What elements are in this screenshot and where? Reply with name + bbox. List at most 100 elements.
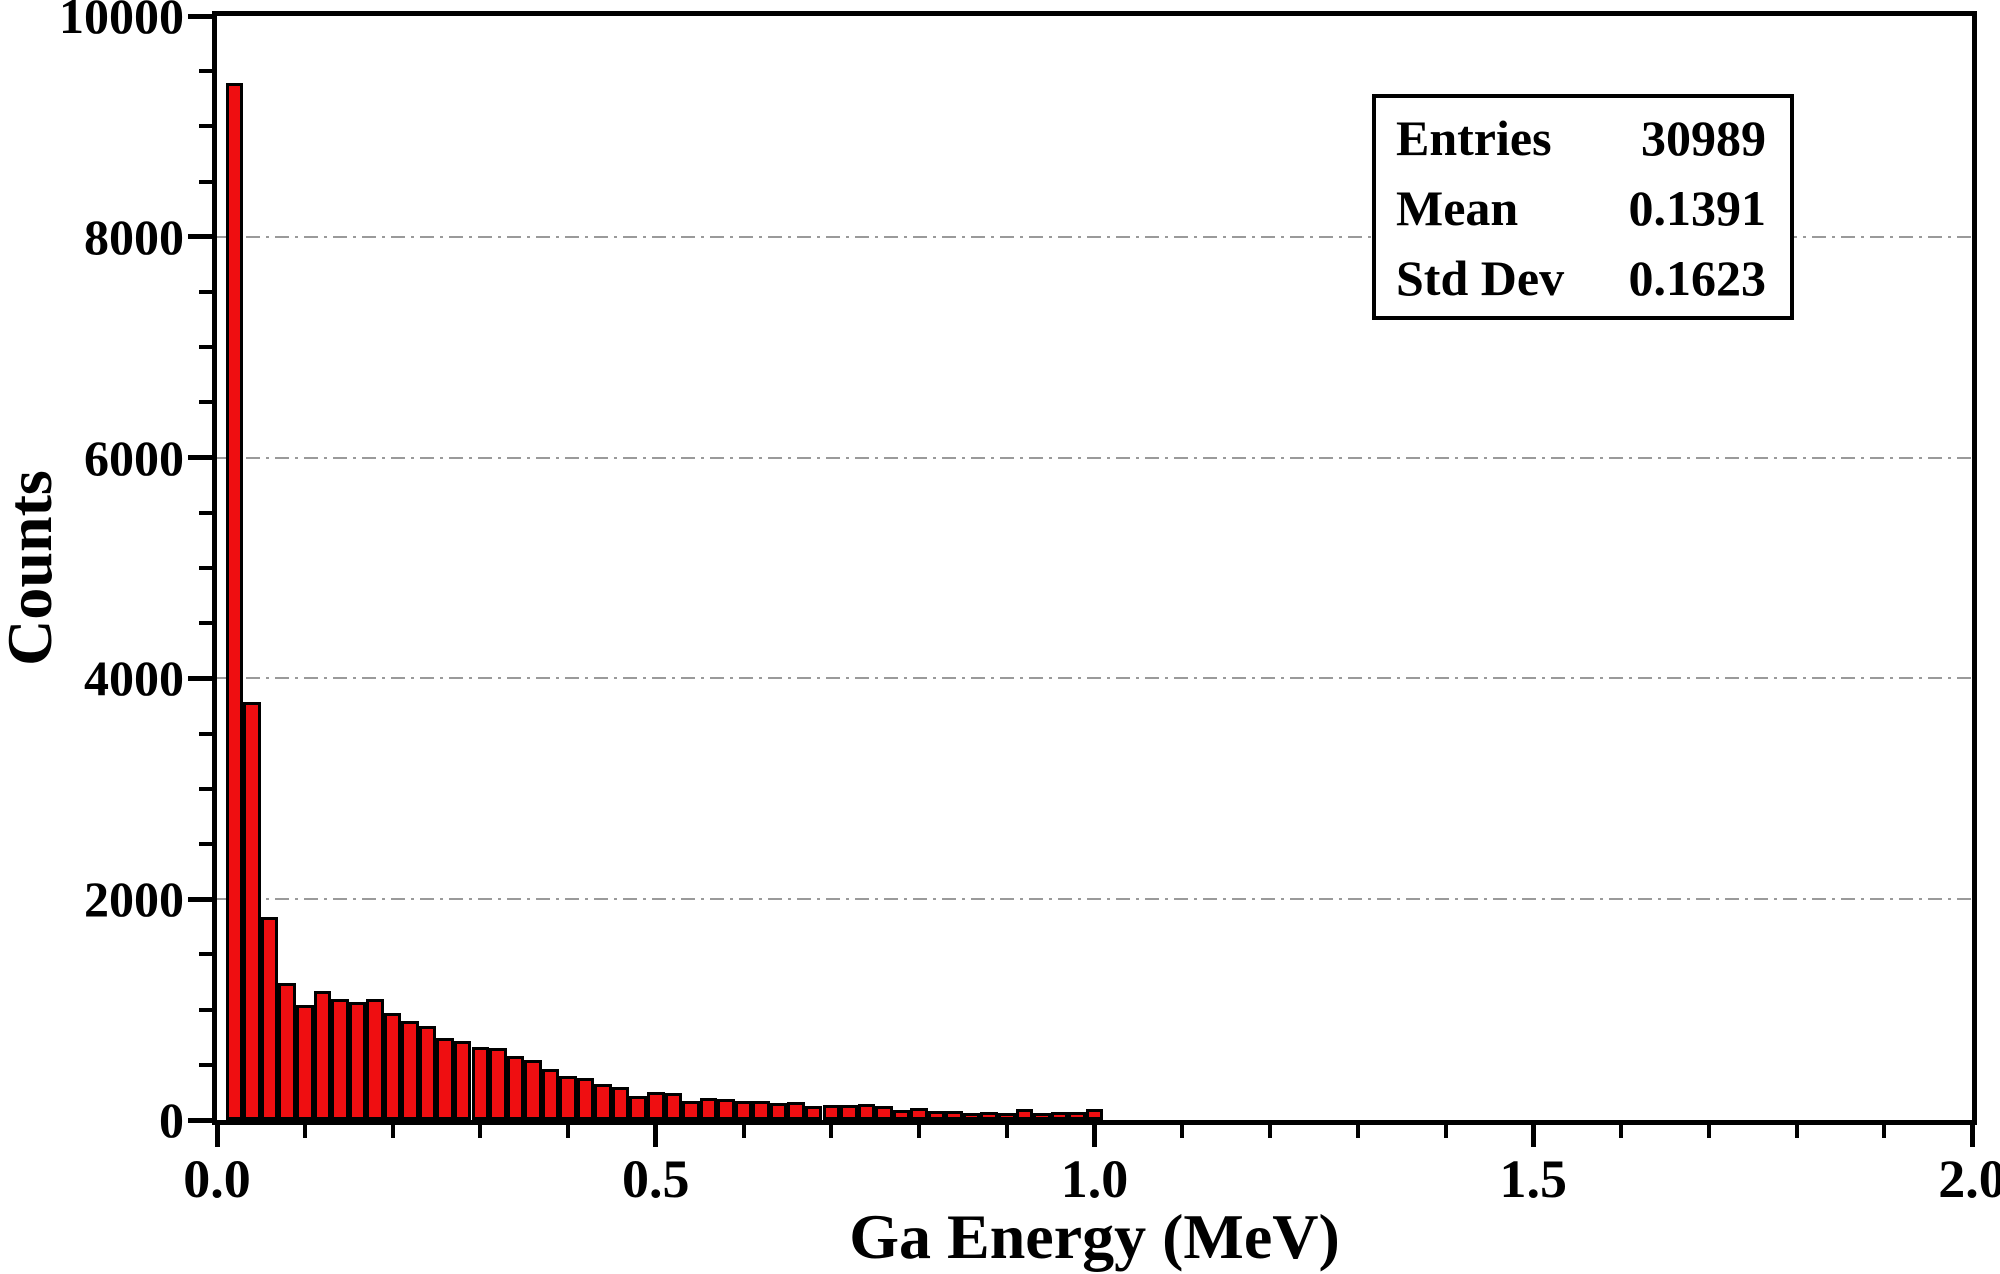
histogram-bar [506, 1056, 525, 1120]
histogram-bar [1015, 1109, 1034, 1120]
x-minor-tick [1180, 1125, 1185, 1138]
y-axis-title: Counts [0, 470, 65, 666]
histogram-bar [348, 1001, 367, 1120]
x-minor-tick [1706, 1125, 1711, 1138]
y-tick-label: 2000 [84, 871, 184, 928]
stats-label: Std Dev [1396, 250, 1565, 306]
y-minor-tick [199, 400, 212, 405]
x-minor-tick [1268, 1125, 1272, 1138]
x-major-tick [653, 1125, 659, 1147]
y-major-tick [188, 234, 212, 240]
y-major-tick [188, 455, 212, 461]
y-minor-tick [199, 345, 212, 350]
histogram-bar [1033, 1113, 1051, 1120]
y-tick-label: 0 [159, 1092, 184, 1148]
histogram-bar [366, 998, 384, 1120]
x-minor-tick [302, 1125, 307, 1138]
x-minor-tick [1882, 1125, 1887, 1138]
y-minor-tick [199, 566, 212, 570]
y-minor-tick [199, 1007, 212, 1012]
stats-value: 0.1623 [1628, 250, 1767, 306]
gridline-y-6000 [217, 456, 1972, 459]
histogram-bar [296, 1005, 314, 1120]
y-minor-tick [199, 1062, 212, 1067]
y-minor-tick [199, 731, 212, 736]
y-tick-label: 10000 [59, 0, 184, 44]
y-major-tick [188, 13, 212, 19]
stats-row-stddev: Std Dev 0.1623 [1396, 243, 1766, 313]
x-tick-label: 0.5 [622, 1149, 690, 1209]
y-tick-label: 4000 [84, 650, 184, 707]
x-tick-label: 0.0 [183, 1149, 251, 1209]
histogram-bar [629, 1096, 647, 1120]
histogram-bar [489, 1048, 507, 1120]
histogram-bar [611, 1086, 630, 1120]
histogram-bar [453, 1040, 472, 1120]
x-minor-tick [1794, 1125, 1799, 1138]
histogram-bar [471, 1046, 490, 1120]
histogram-bar [787, 1102, 805, 1120]
histogram-bar [260, 916, 279, 1120]
x-minor-tick [478, 1125, 483, 1138]
histogram-bar [1068, 1112, 1086, 1120]
histogram-bar [401, 1020, 419, 1120]
histogram-bar [804, 1106, 823, 1120]
histogram-bar [576, 1078, 595, 1120]
x-major-tick [1969, 1125, 1975, 1147]
gridline-y-8000 [217, 235, 1972, 238]
stats-row-mean: Mean 0.1391 [1396, 173, 1766, 243]
y-minor-tick [199, 510, 212, 515]
histogram-bar [752, 1101, 770, 1120]
x-tick-label: 1.5 [1499, 1149, 1568, 1209]
y-minor-tick [199, 621, 212, 626]
histogram-bar [822, 1105, 841, 1120]
y-minor-tick [199, 124, 212, 129]
y-minor-tick [199, 952, 212, 957]
histogram-bar [243, 701, 261, 1120]
histogram-bar [875, 1106, 893, 1120]
x-tick-label: 2.0 [1938, 1149, 2000, 1209]
histogram-bar [998, 1113, 1016, 1120]
histogram-bar [313, 990, 332, 1120]
y-major-tick [188, 1117, 212, 1123]
y-minor-tick [199, 290, 212, 294]
x-minor-tick [1443, 1125, 1448, 1138]
histogram-bar [225, 83, 244, 1120]
histogram-bar [857, 1104, 876, 1120]
x-minor-tick [829, 1125, 834, 1138]
histogram-bar [980, 1112, 998, 1120]
stats-label: Entries [1396, 110, 1552, 166]
histogram-bar [1050, 1112, 1069, 1120]
x-minor-tick [917, 1125, 921, 1138]
histogram-bar [962, 1113, 981, 1120]
histogram-bar [927, 1110, 946, 1120]
histogram-bar [910, 1108, 928, 1120]
histogram-bar [418, 1026, 437, 1120]
histogram-bar [436, 1038, 454, 1120]
histogram-bar [699, 1097, 718, 1120]
x-major-tick [214, 1125, 220, 1147]
y-minor-tick [199, 69, 212, 74]
gridline-y-2000 [217, 898, 1972, 901]
histogram-bar [664, 1093, 683, 1120]
stats-value: 0.1391 [1628, 180, 1767, 236]
gridline-y-4000 [217, 677, 1972, 680]
histogram-bar [594, 1084, 612, 1120]
histogram-bar [892, 1110, 911, 1120]
y-minor-tick [199, 786, 212, 791]
y-tick-label: 6000 [84, 429, 184, 486]
histogram-bar [945, 1110, 963, 1120]
y-minor-tick [199, 842, 212, 846]
x-minor-tick [1619, 1125, 1623, 1138]
stats-value: 30989 [1641, 110, 1766, 166]
histogram-bar [524, 1060, 542, 1120]
x-minor-tick [1355, 1125, 1360, 1138]
x-major-tick [1530, 1125, 1536, 1147]
histogram-bar [383, 1012, 402, 1120]
histogram-bar [559, 1076, 577, 1120]
y-major-tick [188, 896, 212, 902]
histogram-bar [734, 1101, 753, 1120]
stats-row-entries: Entries 30989 [1396, 103, 1766, 173]
x-minor-tick [741, 1125, 746, 1138]
